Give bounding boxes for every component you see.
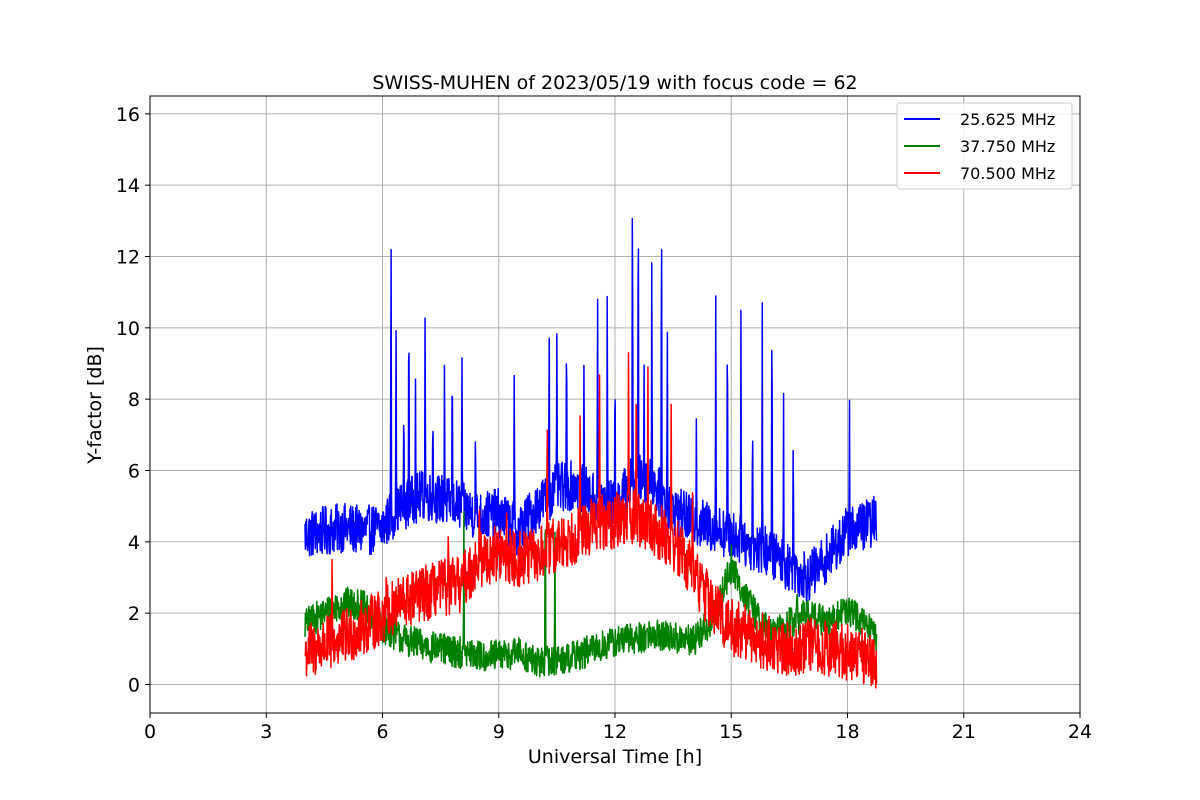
y-tick-label: 0 (128, 674, 140, 696)
y-tick-label: 12 (116, 246, 140, 268)
series-line-3 (304, 351, 878, 689)
legend-label: 25.625 MHz (960, 110, 1055, 129)
y-tick-label: 10 (116, 318, 140, 340)
legend-box (896, 102, 1073, 190)
x-tick-label: 15 (719, 721, 743, 743)
series-layer (304, 217, 878, 689)
legend-label: 37.750 MHz (960, 137, 1055, 156)
y-axis-label: Y-factor [dB] (84, 346, 106, 465)
y-tick-label: 16 (116, 104, 140, 126)
y-tick-label: 6 (128, 460, 140, 482)
x-tick-label: 6 (376, 721, 388, 743)
x-tick-label: 3 (260, 721, 272, 743)
x-tick-label: 21 (952, 721, 976, 743)
y-tick-label: 2 (128, 603, 140, 625)
x-axis-label: Universal Time [h] (528, 746, 702, 768)
chart-title: SWISS-MUHEN of 2023/05/19 with focus cod… (372, 72, 857, 94)
y-tick-label: 8 (128, 389, 140, 411)
x-tick-label: 18 (835, 721, 859, 743)
x-tick-label: 12 (603, 721, 627, 743)
legend: 25.625 MHz 37.750 MHz 70.500 MHz (896, 102, 1073, 190)
x-tick-label: 0 (144, 721, 156, 743)
x-tick-label: 24 (1068, 721, 1092, 743)
y-tick-label: 14 (116, 175, 140, 197)
legend-label: 70.500 MHz (960, 164, 1055, 183)
x-tick-label: 9 (493, 721, 505, 743)
y-tick-label: 4 (128, 532, 140, 554)
